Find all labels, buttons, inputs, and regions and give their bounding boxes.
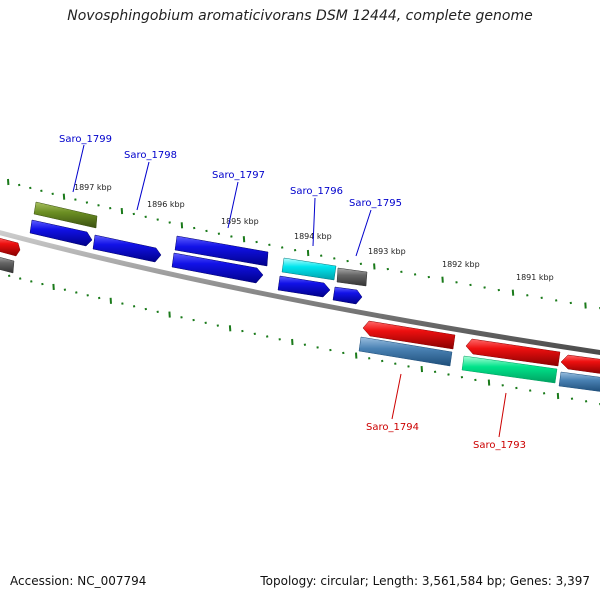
leader-saro-1794 xyxy=(391,373,402,420)
gene-saro-1794-feature[interactable] xyxy=(362,320,456,350)
gene-saro-1794-cds-feature[interactable] xyxy=(358,336,453,367)
leader-saro-1799 xyxy=(72,144,85,193)
gene-saro-1797-cds-feature[interactable] xyxy=(171,252,264,284)
forward-strand-features xyxy=(0,201,368,305)
gene-label-saro-1799[interactable]: Saro_1799 xyxy=(59,134,112,145)
gene-reverse-edge-steel-feature[interactable] xyxy=(558,371,600,392)
kbp-label-1891: 1891 kbp xyxy=(516,273,554,282)
gene-label-saro-1793[interactable]: Saro_1793 xyxy=(473,440,526,451)
leader-saro-1793 xyxy=(498,392,507,438)
leader-saro-1795 xyxy=(355,209,372,257)
gene-saro-1799-feature[interactable] xyxy=(33,201,98,229)
genome-title: Novosphingobium aromaticivorans DSM 1244… xyxy=(67,8,533,24)
gene-saro-1795-cds-feature[interactable] xyxy=(332,286,363,305)
kbp-label-1893: 1893 kbp xyxy=(368,247,406,256)
gene-forward-edge-grey-feature[interactable] xyxy=(0,256,15,274)
gene-label-saro-1798[interactable]: Saro_1798 xyxy=(124,150,177,161)
gene-saro-1793-feature[interactable] xyxy=(465,338,561,367)
genome-summary-text: Topology: circular; Length: 3,561,584 bp… xyxy=(260,574,590,588)
kbp-label-1895: 1895 kbp xyxy=(221,217,259,226)
tick-marks xyxy=(7,178,600,406)
leader-saro-1796 xyxy=(312,197,316,247)
accession-text: Accession: NC_007794 xyxy=(10,574,147,588)
gene-saro-1799-cds-feature[interactable] xyxy=(29,219,93,247)
reverse-strand-features xyxy=(358,320,600,392)
kbp-label-1896: 1896 kbp xyxy=(147,200,185,209)
gene-saro-1793-cds-feature[interactable] xyxy=(461,355,558,384)
gene-saro-1795-feature[interactable] xyxy=(336,267,368,287)
gene-saro-1798-feature[interactable] xyxy=(92,234,162,263)
gene-saro-1796-feature[interactable] xyxy=(281,257,337,281)
gene-saro-1796-cds-feature[interactable] xyxy=(277,275,331,298)
gene-label-saro-1797[interactable]: Saro_1797 xyxy=(212,170,265,181)
kbp-label-1892: 1892 kbp xyxy=(442,260,480,269)
gene-label-saro-1796[interactable]: Saro_1796 xyxy=(290,186,343,197)
gene-reverse-edge-red-feature[interactable] xyxy=(560,354,600,374)
gene-saro-1797-feature[interactable] xyxy=(174,235,269,267)
gene-label-saro-1795[interactable]: Saro_1795 xyxy=(349,198,402,209)
gene-forward-edge-red-feature[interactable] xyxy=(0,237,21,257)
genome-backbone xyxy=(0,230,600,356)
kbp-label-1897: 1897 kbp xyxy=(74,183,112,192)
gene-label-saro-1794[interactable]: Saro_1794 xyxy=(366,422,419,433)
leader-saro-1798 xyxy=(136,161,150,211)
kbp-label-1894: 1894 kbp xyxy=(294,232,332,241)
leader-saro-1797 xyxy=(227,181,239,229)
